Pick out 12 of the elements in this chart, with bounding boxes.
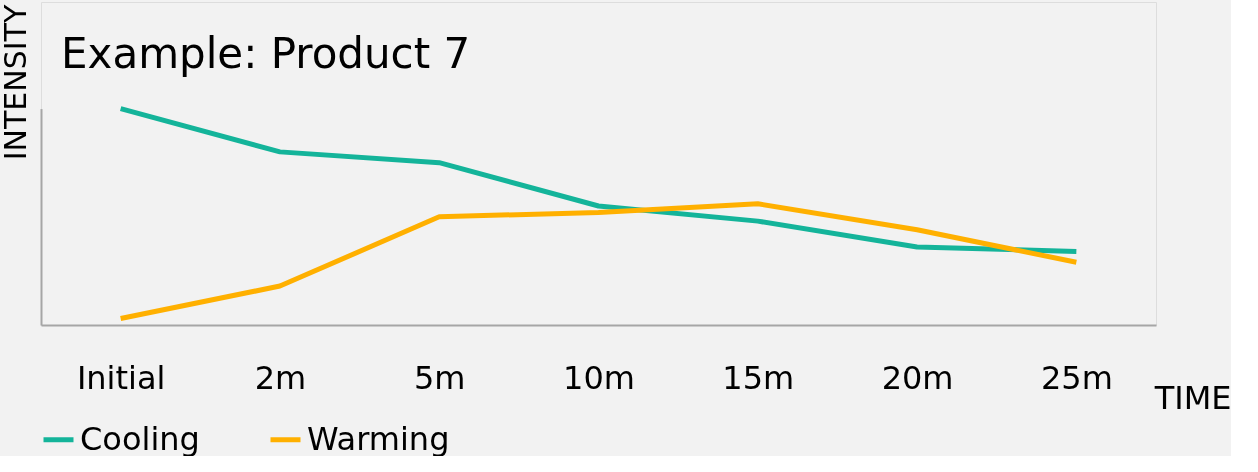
y-axis-title: INTENSITY bbox=[0, 4, 33, 161]
legend-label: Cooling bbox=[80, 419, 200, 458]
x-tick-label: Initial bbox=[76, 358, 166, 397]
x-tick-label: 15m bbox=[722, 358, 795, 397]
x-axis-title: TIME bbox=[1153, 378, 1232, 417]
x-tick-label: 2m bbox=[254, 358, 307, 397]
chart-title: Example: Product 7 bbox=[61, 29, 471, 78]
x-tick-label: 5m bbox=[413, 358, 466, 397]
x-tick-label: 20m bbox=[881, 358, 954, 397]
x-tick-label: 10m bbox=[563, 358, 635, 397]
x-tick-label: 25m bbox=[1040, 358, 1113, 397]
legend-label: Warming bbox=[307, 419, 450, 458]
